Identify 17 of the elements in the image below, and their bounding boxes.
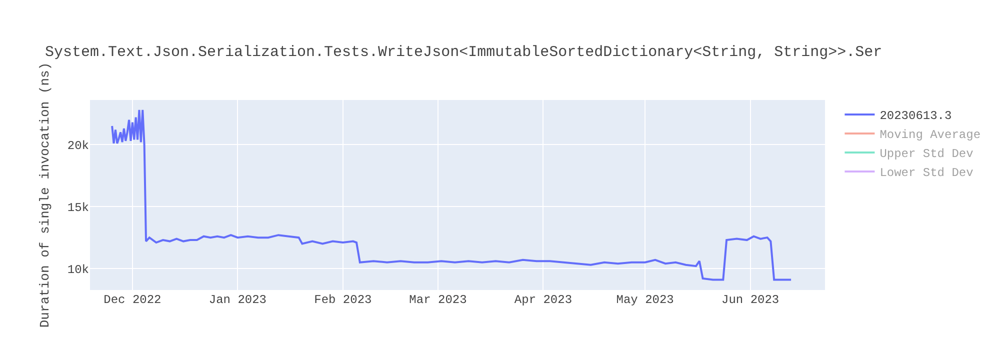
y-tick-label: 20k xyxy=(67,138,89,153)
line-series xyxy=(111,108,792,281)
x-tick-label: Jun 2023 xyxy=(722,293,780,307)
x-tick-label: May 2023 xyxy=(616,293,674,307)
y-tick-label: 15k xyxy=(67,200,89,215)
legend-label: Lower Std Dev xyxy=(880,166,974,180)
chart-title: System.Text.Json.Serialization.Tests.WriteJson<ImmutableSortedDictionary<String, String>>.Ser xyxy=(45,44,882,61)
legend-label: Moving Average xyxy=(880,128,981,142)
x-tick-label: Mar 2023 xyxy=(409,293,467,307)
x-tick-label: Dec 2022 xyxy=(104,293,162,307)
legend-label: 20230613.3 xyxy=(880,109,952,124)
x-tick-label: Jan 2023 xyxy=(208,293,266,307)
x-tick-label: Apr 2023 xyxy=(514,293,572,307)
y-axis-title: Duration of single invocation (ns) xyxy=(37,62,52,328)
y-tick-label: 10k xyxy=(67,262,89,277)
legend-label: Upper Std Dev xyxy=(880,147,974,162)
x-tick-label: Feb 2023 xyxy=(314,293,372,307)
